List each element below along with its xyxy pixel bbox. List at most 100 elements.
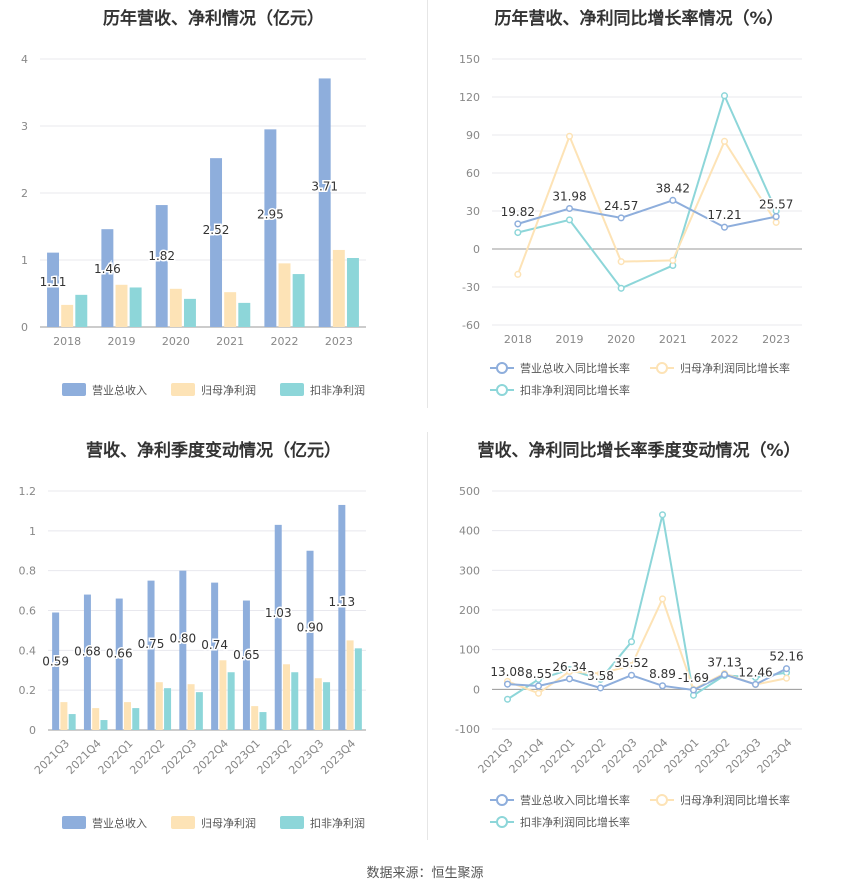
data-label: 1.11 xyxy=(40,275,67,289)
y-tick-label: 60 xyxy=(466,167,480,180)
data-point xyxy=(627,638,636,646)
bar xyxy=(227,672,235,730)
bar xyxy=(354,648,362,730)
legend-label: 扣非净利润同比增长率 xyxy=(520,815,630,829)
data-point xyxy=(689,686,698,694)
bar xyxy=(346,640,354,730)
x-tick-label: 2022 xyxy=(711,333,739,346)
y-tick-label: 100 xyxy=(459,644,480,657)
bar xyxy=(346,257,359,327)
legend-label: 归母净利润 xyxy=(201,383,256,397)
data-point xyxy=(514,220,522,228)
data-point xyxy=(658,682,667,690)
legend-label: 营业总收入同比增长率 xyxy=(520,793,630,807)
chart-title: 历年营收、净利同比增长率情况（%） xyxy=(494,9,784,29)
annual-bar-panel: 历年营收、净利情况（亿元） 0 1 2 3 4 2018 2019 2020 2021 2022 2… xyxy=(0,0,427,410)
data-point xyxy=(565,667,574,676)
annual-line-chart: -60 -30 0 30 60 90 120 150 2018 2019 2020 2021 2022 2… xyxy=(459,53,802,397)
data-source: 数据来源：恒生聚源 xyxy=(366,866,484,881)
bar xyxy=(68,714,76,730)
bar xyxy=(100,720,108,730)
y-tick-label: 0 xyxy=(21,321,28,334)
data-label: 0.68 xyxy=(74,645,101,659)
data-label: 3.58 xyxy=(587,669,614,683)
y-tick-label: 1 xyxy=(21,254,28,267)
legend-swatch xyxy=(496,816,508,828)
data-point xyxy=(617,258,625,266)
y-tick-label: 2 xyxy=(21,187,28,200)
bar xyxy=(187,684,195,730)
y-tick-label: 150 xyxy=(459,53,480,66)
series-line xyxy=(517,199,777,229)
data-label: 1.82 xyxy=(148,249,175,263)
x-tick-label: 2021 xyxy=(216,335,244,348)
data-point xyxy=(782,665,791,673)
bar xyxy=(274,524,282,730)
legend-swatch xyxy=(171,383,195,396)
bar xyxy=(283,664,290,730)
quarter-line-panel: 营收、净利同比增长率季度变动情况（%） -100 0 100 200 300 400 500… xyxy=(428,432,850,852)
bar xyxy=(338,504,346,730)
data-label: 38.42 xyxy=(656,181,690,195)
bar xyxy=(242,600,250,730)
bar xyxy=(115,284,128,327)
x-tick-label: 2020 xyxy=(162,335,190,348)
data-point xyxy=(658,511,667,519)
data-label: 0.65 xyxy=(233,648,260,662)
bar xyxy=(52,612,60,730)
bar xyxy=(179,570,187,730)
x-tick-label: 2023 xyxy=(762,333,790,346)
data-point xyxy=(720,671,729,679)
bar xyxy=(132,708,140,730)
data-label: 8.55 xyxy=(525,667,552,681)
y-tick-label: 300 xyxy=(459,564,480,577)
bar xyxy=(259,712,267,730)
y-tick-label: 0 xyxy=(473,683,480,696)
data-label: 1.03 xyxy=(265,606,292,620)
y-tick-label: -30 xyxy=(462,281,480,294)
y-tick-label: 200 xyxy=(459,604,480,617)
legend-label: 归母净利润同比增长率 xyxy=(680,793,790,807)
legend-swatch xyxy=(496,384,508,396)
data-label: 13.08 xyxy=(490,665,524,679)
y-tick-label: 0.6 xyxy=(19,605,37,618)
x-tick-label: 2023 xyxy=(325,335,353,348)
bar xyxy=(211,582,219,730)
legend-swatch xyxy=(496,794,508,806)
x-tick-label: 2018 xyxy=(504,333,532,346)
x-tick-label: 2023Q4 xyxy=(318,737,358,777)
bar xyxy=(314,678,322,730)
bar xyxy=(169,288,182,327)
data-label: 17.21 xyxy=(707,208,741,222)
data-label: 0.74 xyxy=(201,638,228,652)
data-point xyxy=(772,218,780,226)
y-tick-label: 400 xyxy=(459,525,480,538)
data-point xyxy=(534,675,543,683)
y-tick-label: 0 xyxy=(473,243,480,256)
data-label: 52.16 xyxy=(769,650,803,664)
y-tick-label: -60 xyxy=(462,319,480,332)
x-tick-label: 2022 xyxy=(271,335,299,348)
bar xyxy=(101,229,114,327)
bar xyxy=(155,205,168,327)
y-tick-label: 120 xyxy=(459,91,480,104)
bar xyxy=(264,129,277,327)
data-point xyxy=(596,669,605,678)
y-tick-label: 0.2 xyxy=(19,684,37,697)
quarter-bar-chart: 00.20.40.60.811.22021Q32021Q42022Q12022Q… xyxy=(19,485,366,830)
bar xyxy=(129,287,142,327)
bar xyxy=(251,706,259,730)
data-point xyxy=(596,684,605,692)
bar xyxy=(61,304,74,327)
data-point xyxy=(534,689,543,697)
bar xyxy=(60,702,68,730)
bar xyxy=(75,294,88,327)
data-point xyxy=(565,132,574,140)
x-tick-label: 2019 xyxy=(108,335,136,348)
legend-swatch xyxy=(62,383,86,396)
quarter-line-chart: -10001002003004005002021Q32021Q42022Q120… xyxy=(455,485,805,829)
data-label: 0.59 xyxy=(42,654,69,668)
data-label: 31.98 xyxy=(552,189,586,203)
data-point xyxy=(720,92,729,100)
data-label: 0.80 xyxy=(169,631,196,645)
